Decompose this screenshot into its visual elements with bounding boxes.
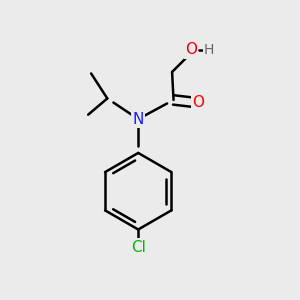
Text: O: O [185, 42, 197, 57]
Text: N: N [133, 112, 144, 127]
Text: Cl: Cl [131, 240, 146, 255]
Text: H: H [204, 43, 214, 57]
Text: O: O [193, 95, 205, 110]
